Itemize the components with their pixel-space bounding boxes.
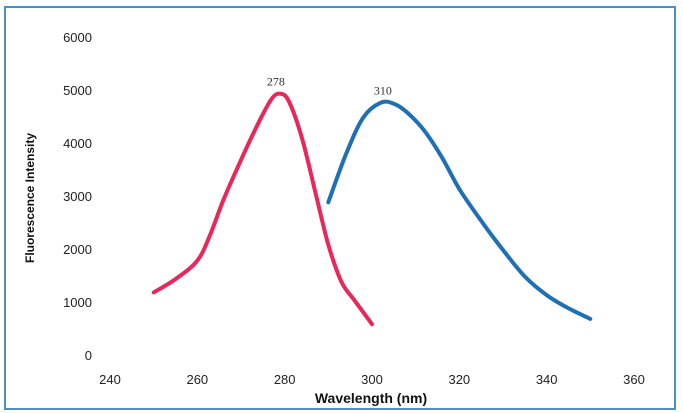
x-tick-label: 300 xyxy=(361,372,383,387)
y-axis-ticks: 0 1000 2000 3000 4000 5000 6000 xyxy=(63,30,92,363)
series-line-1 xyxy=(151,91,374,327)
peak-label: 310 xyxy=(374,84,392,98)
x-tick-label: 320 xyxy=(448,372,470,387)
x-axis-ticks: 240 260 280 300 320 340 360 xyxy=(99,372,645,387)
x-tick-label: 260 xyxy=(186,372,208,387)
x-tick-label: 240 xyxy=(99,372,121,387)
y-tick-label: 3000 xyxy=(63,189,92,204)
x-tick-label: 280 xyxy=(274,372,296,387)
peak-label: 278 xyxy=(267,75,285,89)
x-tick-label: 360 xyxy=(623,372,645,387)
y-tick-label: 4000 xyxy=(63,136,92,151)
series-line-2 xyxy=(326,99,593,321)
chart-frame xyxy=(4,6,676,410)
y-tick-label: 6000 xyxy=(63,30,92,45)
x-tick-label: 340 xyxy=(536,372,558,387)
x-axis-label: Wavelength (nm) xyxy=(315,390,427,406)
y-tick-label: 5000 xyxy=(63,83,92,98)
y-tick-label: 1000 xyxy=(63,295,92,310)
y-axis-label: Fluorescence Intensity xyxy=(23,133,37,263)
annotation-layer: 278 310 xyxy=(267,75,392,98)
y-tick-label: 2000 xyxy=(63,242,92,257)
y-tick-label: 0 xyxy=(85,348,92,363)
series-layer xyxy=(151,91,593,327)
